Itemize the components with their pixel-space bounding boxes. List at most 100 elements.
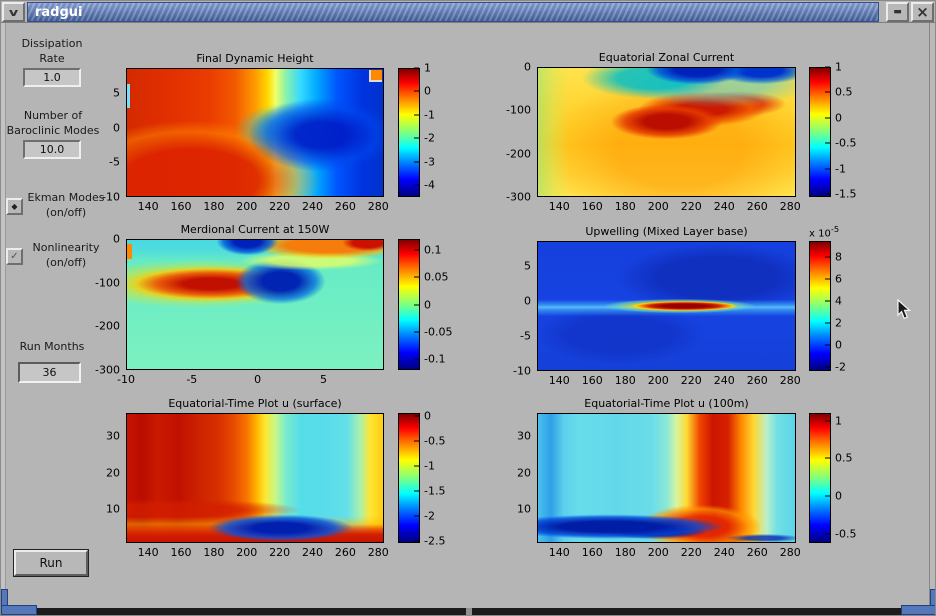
chevron-down-icon: v <box>8 5 19 19</box>
colorbar-tick-label: 1 <box>835 414 842 428</box>
x-tick-label: 240 <box>713 374 735 387</box>
colorbar: 0 -0.5 -1 -1.5 -2 -2.5 <box>398 409 458 547</box>
colorbar-tick-mark <box>825 495 830 497</box>
colorbar-gradient <box>809 241 831 371</box>
x-axis: 140 160 180 200 220 240 260 280 <box>537 543 801 559</box>
x-tick-label: 280 <box>779 546 801 559</box>
colorbar-tick-label: -1.5 <box>835 187 857 201</box>
window-border-bottom[interactable] <box>1 608 935 615</box>
colorbar-tick-mark <box>825 66 830 68</box>
y-tick-label: 10 <box>106 502 120 516</box>
nonlinearity-toggle-icon: ✓ <box>10 251 19 262</box>
colorbar-tick-mark <box>414 276 419 278</box>
colorbar-tick-label: 2 <box>835 316 842 330</box>
y-tick-label: -10 <box>513 364 531 378</box>
x-tick-label: 260 <box>746 200 768 213</box>
plot-equatorial-time-surface: Equatorial-Time Plot u (surface) 30 20 10 … <box>106 397 445 559</box>
colorbar-tick-label: 0.5 <box>835 451 853 465</box>
window-menu-button[interactable]: v <box>2 2 25 22</box>
colorbar-tick-mark <box>414 161 419 163</box>
run-months-input[interactable] <box>18 362 81 383</box>
colorbar-tick-label: 0 <box>424 84 431 98</box>
colorbar-tick-mark <box>825 344 830 346</box>
close-button[interactable]: × <box>911 2 934 22</box>
colorbar-tick-mark <box>414 331 419 333</box>
y-tick-label: -300 <box>95 363 120 377</box>
dissipation-rate-input[interactable] <box>23 68 81 87</box>
plot-equatorial-time-100m: Equatorial-Time Plot u (100m) 30 20 10 140… <box>517 397 856 559</box>
y-tick-label: 5 <box>524 259 531 273</box>
window-border-left <box>1 23 6 609</box>
x-tick-label: 180 <box>203 200 225 213</box>
colorbar-tick-mark <box>825 278 830 280</box>
colorbar-tick-mark <box>825 457 830 459</box>
colorbar-tick-mark <box>825 533 830 535</box>
title-bar[interactable]: v radgui ▬ × <box>1 1 935 23</box>
colorbar-tick-label: 0 <box>424 409 431 422</box>
x-tick-label: 140 <box>137 546 159 559</box>
plot-title: Equatorial Zonal Current <box>598 51 735 64</box>
x-axis: 140 160 180 200 220 240 260 280 <box>126 197 389 213</box>
x-tick-label: 160 <box>581 374 603 387</box>
colorbar-tick-label: -1 <box>424 459 435 472</box>
minimize-button[interactable]: ▬ <box>886 2 909 22</box>
heatmap-meridional-current <box>126 239 384 370</box>
x-tick-label: 200 <box>236 200 258 213</box>
y-axis: 0 -100 -200 -300 <box>501 61 537 204</box>
colorbar-tick-mark <box>825 142 830 144</box>
y-axis: 0 -100 -200 -300 <box>90 233 126 377</box>
colorbar-tick-mark <box>414 249 419 251</box>
colorbar-tick-mark <box>414 515 419 516</box>
colorbar-tick-label: -2 <box>424 131 435 145</box>
x-axis: 140 160 180 200 220 240 260 280 <box>537 197 801 213</box>
window-title: radgui <box>35 4 83 20</box>
x-tick-label: 240 <box>302 200 324 213</box>
x-tick-label: 140 <box>548 546 570 559</box>
window-title-area[interactable]: radgui <box>27 2 879 22</box>
x-tick-label: 260 <box>746 546 768 559</box>
x-axis: -10 -5 0 5 <box>117 370 384 386</box>
plot-meridional-current: Merdional Current at 150W 0 -100 -200 -300 … <box>95 223 452 386</box>
colorbar-tick-mark <box>825 117 830 119</box>
heatmap-equatorial-time-surface <box>126 413 384 543</box>
colorbar-tick-mark <box>825 168 830 170</box>
y-tick-label: 30 <box>106 429 120 443</box>
colorbar-gradient <box>398 239 420 370</box>
colorbar-tick-mark <box>414 440 419 441</box>
colorbar: 1 0.5 0 -0.5 <box>809 413 869 543</box>
x-tick-label: 240 <box>713 200 735 213</box>
x-tick-label: 200 <box>236 546 258 559</box>
colorbar-tick-label: -2 <box>835 360 846 374</box>
x-tick-label: 280 <box>367 546 389 559</box>
nonlinearity-toggle[interactable]: ✓ <box>6 248 23 265</box>
colorbar-tick-label: -1 <box>835 162 846 176</box>
ekman-modes-toggle[interactable]: ◆ <box>6 198 23 215</box>
colorbar-tick-mark <box>414 67 419 69</box>
run-button[interactable]: Run <box>13 549 89 577</box>
plot-title: Upwelling (Mixed Layer base) <box>585 225 748 238</box>
window-border-right <box>929 23 935 609</box>
colorbar-gradient <box>398 68 420 197</box>
dissipation-rate-label: Dissipation Rate <box>21 37 83 65</box>
x-tick-label: 140 <box>137 200 159 213</box>
colorbar-tick-label: -0.1 <box>424 352 446 366</box>
y-tick-label: -200 <box>506 147 531 161</box>
resize-handle-bottom-left[interactable] <box>1 605 37 615</box>
colorbar-tick-mark <box>414 358 419 360</box>
x-tick-label: 200 <box>647 200 669 213</box>
heatmap-equatorial-time-100m <box>537 413 796 543</box>
y-tick-label: 10 <box>517 502 531 516</box>
resize-handle-bottom-right[interactable] <box>901 605 935 615</box>
y-tick-label: 0 <box>113 232 120 246</box>
colorbar: 0.1 0.05 0 -0.05 -0.1 <box>398 239 458 370</box>
heatmap-final-dynamic-height <box>126 68 384 197</box>
colorbar-tick-label: -0.5 <box>835 136 857 150</box>
y-tick-label: -100 <box>506 103 531 117</box>
y-tick-label: 20 <box>106 466 120 480</box>
x-tick-label: 240 <box>713 546 735 559</box>
colorbar-tick-mark <box>414 415 419 416</box>
colorbar-tick-mark <box>825 91 830 93</box>
colorbar-tick-label: 8 <box>835 250 842 264</box>
plot-title: Final Dynamic Height <box>196 52 314 65</box>
baroclinic-modes-input[interactable] <box>23 140 81 159</box>
